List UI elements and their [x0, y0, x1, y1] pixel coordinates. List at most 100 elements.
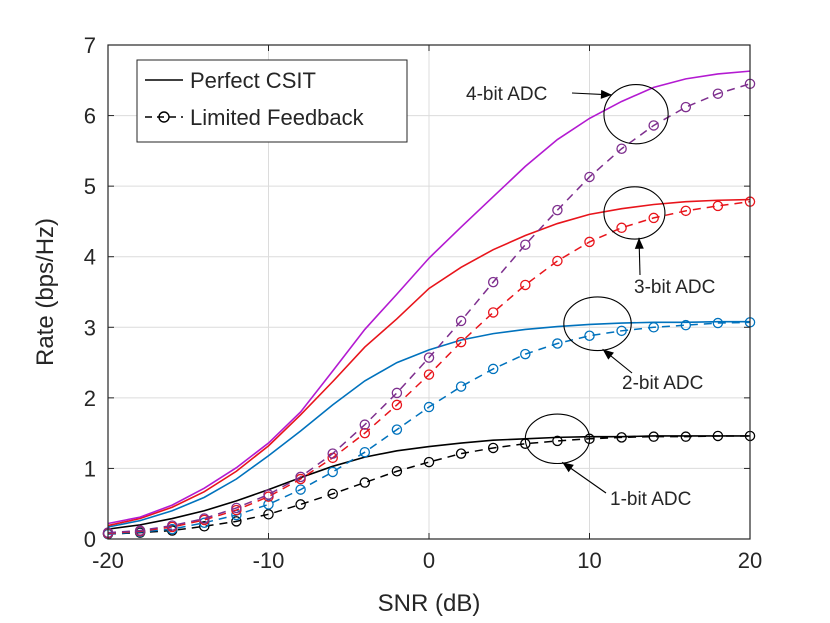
4-bit-adc-feedback-point [134, 525, 146, 536]
y-tick-label: 5 [84, 174, 96, 199]
2-bit-adc-feedback-point [648, 322, 659, 333]
legend: Perfect CSIT Limited Feedback [136, 59, 408, 143]
1-bit-adc-feedback-point [391, 466, 403, 477]
1-bit-adc-feedback-point [423, 456, 435, 468]
3-bit-adc-feedback-point [455, 336, 467, 348]
4-bit-adc-feedback-point [295, 471, 306, 483]
y-tick-label: 4 [84, 245, 96, 270]
grid [107, 44, 751, 540]
3-bit-adc-feedback-point [616, 222, 627, 234]
y-tick-label: 7 [84, 33, 96, 58]
3-bit-adc-feedback-point [520, 279, 531, 291]
legend-swatch-marker [158, 111, 170, 123]
1-bit-adc-feedback-point [327, 488, 338, 500]
4-bit-adc-feedback-point [166, 520, 178, 531]
2-bit-adc-feedback-point [552, 338, 563, 349]
4-bit-adc-feedback-point [680, 101, 692, 113]
x-tick-label: -10 [253, 548, 285, 573]
1-bit-adc-feedback-point [680, 431, 692, 442]
2-bit-adc-feedback-point [680, 319, 692, 331]
1-bit-adc-feedback-point [487, 442, 499, 454]
x-axis-label: SNR (dB) [378, 590, 481, 617]
1-bit-adc-feedback-point [712, 430, 724, 442]
x-tick-label: 0 [423, 548, 435, 573]
3-bit-adc-feedback-point [584, 236, 595, 248]
annotation-arrow-head [602, 349, 614, 360]
4-bit-adc-feedback-point [231, 502, 242, 514]
x-tick-label: 10 [577, 548, 601, 573]
annotation-ellipse [603, 186, 666, 240]
4-bit-adc-feedback-point [487, 276, 499, 288]
annotation-ellipse [524, 413, 591, 465]
legend-box [136, 59, 408, 143]
annotation-ellipse [603, 83, 669, 145]
2-bit-adc-feedback-point [359, 446, 371, 458]
2-bit-adc-feedback-point [327, 466, 338, 478]
2-bit-adc-feedback-point [199, 517, 210, 529]
y-tick-label: 3 [84, 315, 96, 340]
3-bit-adc-feedback-point [391, 399, 403, 411]
axis-ticks: -20 -10 0 10 20 0 1 2 3 4 5 6 7 [84, 33, 762, 573]
4-bit-adc-feedback-point [359, 419, 371, 430]
4-bit-adc-feedback-point [423, 352, 435, 363]
1-bit-adc-feedback-point [552, 435, 563, 447]
2-bit-adc-feedback-point [712, 317, 724, 329]
4-bit-adc-feedback-point [552, 204, 563, 216]
y-tick-label: 2 [84, 386, 96, 411]
4-bit-adc-feedback-point [616, 143, 627, 154]
y-tick-label: 0 [84, 527, 96, 552]
1-bit-adc-feedback-point [295, 499, 306, 510]
4-bit-adc-feedback-point [455, 315, 467, 327]
annotation-label: 2-bit ADC [622, 373, 703, 394]
1-bit-adc-feedback-point [263, 509, 274, 520]
annotation-arrow-head [562, 462, 574, 473]
series-layer [102, 70, 756, 540]
annotation-label: 1-bit ADC [610, 489, 691, 510]
legend-label-perfect-csit: Perfect CSIT [190, 68, 316, 93]
4-bit-adc-feedback-point [199, 513, 210, 524]
1-bit-adc-feedback-point [455, 448, 467, 459]
y-axis-label: Rate (bps/Hz) [32, 218, 59, 366]
4-bit-adc-feedback-point [584, 171, 595, 183]
1-bit-adc-feedback-point [616, 432, 627, 443]
x-tick-label: 20 [738, 548, 762, 573]
y-tick-label: 6 [84, 104, 96, 129]
4-bit-adc-feedback-point [327, 448, 338, 459]
y-tick-label: 1 [84, 456, 96, 481]
2-bit-adc-feedback-point [616, 325, 627, 337]
3-bit-adc-perfect-csit-line [107, 198, 751, 527]
4-bit-adc-feedback-point [263, 489, 274, 500]
legend-label-limited-feedback: Limited Feedback [190, 105, 365, 130]
2-bit-adc-feedback-point [487, 363, 499, 375]
1-bit-adc-feedback-point [359, 477, 371, 488]
3-bit-adc-feedback-point [648, 212, 659, 224]
3-bit-adc-feedback-point [359, 427, 371, 439]
2-bit-adc-limited-feedback-line [107, 321, 751, 535]
annotation-layer: 1-bit ADC 2-bit ADC 3-bit ADC 4-bit ADC [466, 83, 715, 510]
2-bit-adc-feedback-point [584, 330, 595, 342]
4-bit-adc-limited-feedback-line [107, 83, 751, 534]
3-bit-adc-limited-feedback-line [107, 200, 751, 535]
1-bit-adc-feedback-point [199, 521, 210, 532]
x-tick-label: -20 [92, 548, 124, 573]
annotation-label: 3-bit ADC [634, 277, 715, 298]
4-bit-adc-feedback-point [391, 387, 403, 399]
annotation-ellipse [563, 296, 632, 352]
2-bit-adc-feedback-point [295, 484, 306, 495]
2-bit-adc-feedback-point [520, 348, 531, 360]
4-bit-adc-feedback-point [520, 239, 531, 250]
3-bit-adc-feedback-point [487, 307, 499, 318]
2-bit-adc-perfect-csit-line [107, 320, 750, 528]
annotation-arrow-head [634, 237, 644, 249]
2-bit-adc-feedback-point [391, 424, 403, 435]
annotation-label: 4-bit ADC [466, 84, 547, 105]
1-bit-adc-feedback-point [231, 516, 242, 527]
3-bit-adc-feedback-point [423, 369, 435, 380]
annotation-arrow-head [600, 89, 612, 99]
2-bit-adc-feedback-point [263, 499, 274, 510]
4-bit-adc-feedback-point [648, 120, 659, 131]
3-bit-adc-feedback-point [680, 205, 692, 217]
4-bit-adc-feedback-point [712, 88, 724, 99]
1-bit-adc-feedback-point [648, 431, 659, 442]
4-bit-adc-perfect-csit-line [107, 70, 751, 525]
